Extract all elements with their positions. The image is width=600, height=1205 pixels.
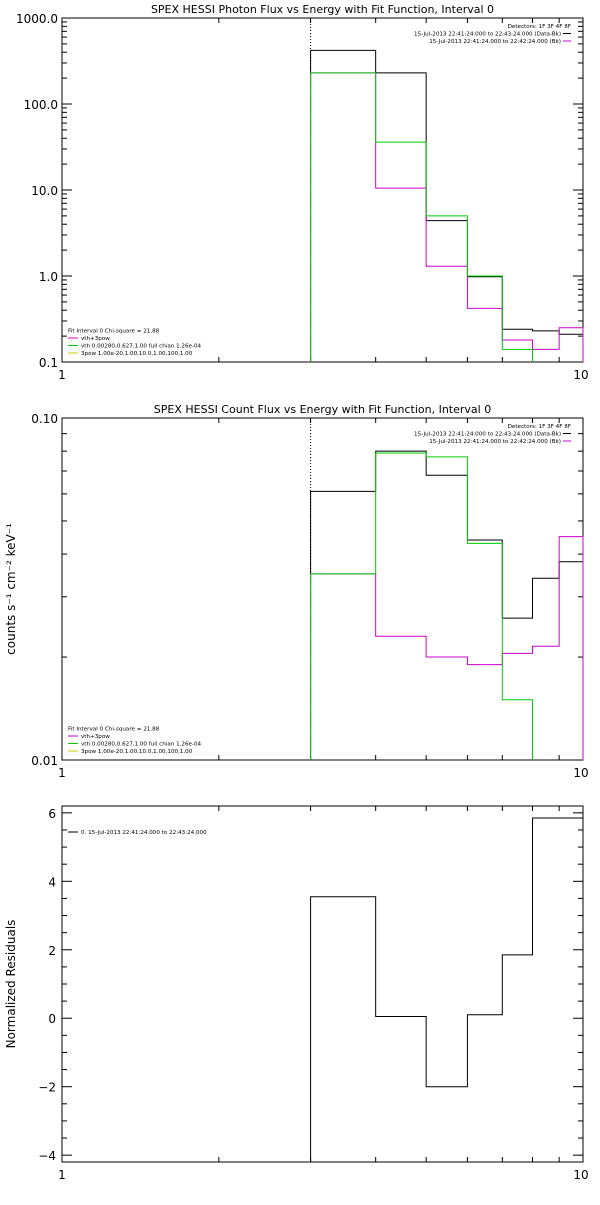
y-tick-label: 0.10 — [31, 412, 58, 426]
y-tick-label: 0 — [48, 1012, 56, 1026]
legend-entry: 3pow 1.00e-20,1.00,10.0,1.00,100,1.00 — [81, 351, 193, 357]
legend-entry: 15-Jul-2013 22:41:24.000 to 22:42:24.000… — [429, 39, 561, 45]
y-axis-label: counts s⁻¹ cm⁻² keV⁻¹ — [4, 523, 18, 655]
y-tick-label: −2 — [38, 1081, 56, 1095]
series-step-3 — [310, 452, 534, 760]
plot-frame — [61, 417, 584, 761]
series-step-3 — [310, 72, 534, 362]
plot-frame — [61, 17, 584, 363]
series-step-2 — [310, 72, 584, 362]
y-tick-label: 6 — [48, 807, 56, 821]
y-tick-label: 0.01 — [31, 754, 58, 768]
legend-entry: 15-Jul-2013 22:41:24.000 to 22:43:24.000… — [414, 32, 561, 38]
chart-title: SPEX HESSI Photon Flux vs Energy with Fi… — [151, 3, 494, 16]
legend-entry: vth+3pow — [81, 734, 110, 740]
y-tick-label: 4 — [48, 875, 56, 889]
chart-title: SPEX HESSI Count Flux vs Energy with Fit… — [154, 403, 491, 416]
x-tick-label: 10 — [573, 1168, 588, 1182]
legend-entry: vth+3pow — [81, 336, 110, 342]
y-tick-label: 0.1 — [39, 356, 58, 370]
y-tick-label: 1000.0 — [16, 12, 58, 26]
legend-entry: 15-Jul-2013 22:41:24.000 to 22:42:24.000… — [429, 439, 561, 445]
legend-entry: Fit Interval 0 Chi-square = 21.88 — [68, 329, 160, 335]
legend-entry: 3pow 1.00e-20,1.00,10.0,1.00,100,1.00 — [81, 749, 193, 755]
series-step-1 — [310, 450, 584, 760]
panel-1: SPEX HESSI Photon Flux vs Energy with Fi… — [16, 3, 589, 382]
legend-entry: 15-Jul-2013 22:41:24.000 to 22:43:24.000… — [414, 432, 561, 438]
y-tick-label: 2 — [48, 944, 56, 958]
x-tick-label: 10 — [573, 368, 588, 382]
y-tick-label: −4 — [38, 1149, 56, 1163]
legend-entry: Detectors: 1F 3F 4F 8F — [508, 424, 571, 430]
legend-entry: Fit Interval 0 Chi-square = 21.88 — [68, 727, 160, 733]
legend-entry: vth 0.00280,0.627,1.00 full chian 1.26e-… — [81, 742, 202, 748]
x-tick-label: 1 — [58, 766, 66, 780]
plot-frame — [61, 805, 584, 1163]
x-tick-label: 10 — [573, 766, 588, 780]
series-step-1 — [310, 49, 584, 362]
x-tick-label: 1 — [58, 1168, 66, 1182]
y-tick-label: 100.0 — [24, 98, 58, 112]
y-tick-label: 1.0 — [39, 270, 58, 284]
panel-3: Normalized Residuals 1 10 −4 −2 0 2 4 6 0. 15-Jul… — [4, 805, 589, 1182]
legend-entry: vth 0.00280,0.627,1.00 full chian 1.26e-… — [81, 344, 202, 350]
series-step-2 — [310, 536, 584, 760]
y-axis-label: Normalized Residuals — [4, 920, 18, 1049]
legend-entry: 0. 15-Jul-2013 22:41:24.000 to 22:43:24.… — [81, 830, 207, 836]
y-tick-label: 10.0 — [31, 184, 58, 198]
series-step-1 — [310, 817, 583, 1162]
legend-entry: Detectors: 1F 3F 4F 8F — [508, 24, 571, 30]
x-tick-label: 1 — [58, 368, 66, 382]
panel-2: SPEX HESSI Count Flux vs Energy with Fit… — [4, 403, 589, 780]
